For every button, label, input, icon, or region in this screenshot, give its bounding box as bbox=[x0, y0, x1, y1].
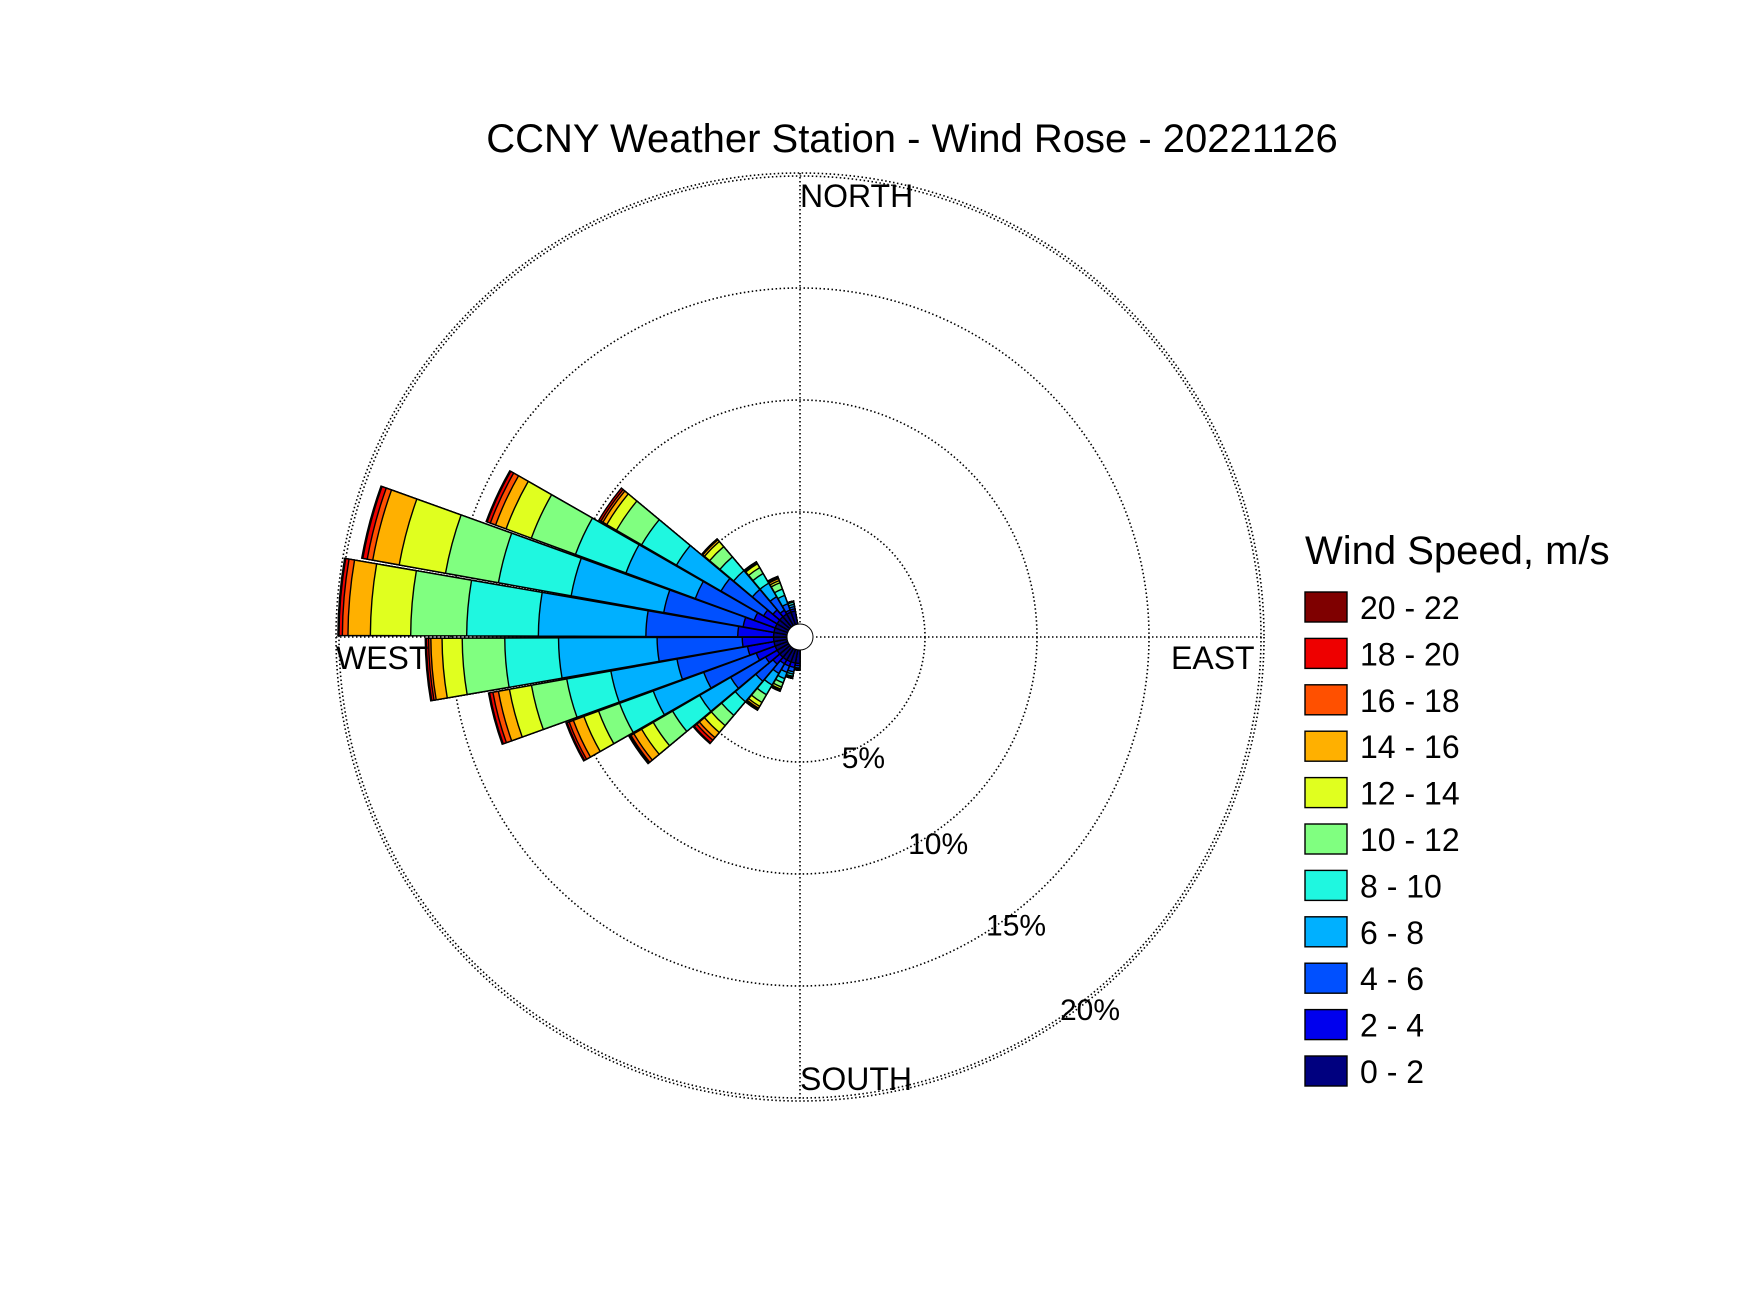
legend-swatch bbox=[1304, 823, 1348, 855]
direction-sector-225 bbox=[692, 644, 793, 745]
legend-label: 6 - 8 bbox=[1360, 915, 1424, 951]
direction-sector-295 bbox=[485, 469, 790, 634]
direction-sector-305 bbox=[598, 487, 791, 632]
legend-label: 2 - 4 bbox=[1360, 1008, 1424, 1044]
legend-swatch bbox=[1304, 1055, 1348, 1087]
east-label: EAST bbox=[1171, 640, 1255, 676]
direction-labels: NORTH EAST SOUTH WEST bbox=[336, 178, 1255, 1097]
legend-title: Wind Speed, m/s bbox=[1305, 529, 1610, 573]
south-label: SOUTH bbox=[800, 1061, 912, 1097]
legend-swatch bbox=[1304, 776, 1348, 809]
legend-swatch bbox=[1304, 684, 1348, 716]
legend-swatch bbox=[1304, 637, 1348, 670]
legend-swatch bbox=[1304, 730, 1348, 762]
direction-sector-315 bbox=[700, 537, 793, 630]
legend: Wind Speed, m/s 20 - 22 18 - 20 16 - 18 14 … bbox=[1304, 529, 1610, 1090]
legend-swatch bbox=[1304, 1008, 1348, 1041]
legend-items: 20 - 22 18 - 20 16 - 18 14 - 16 12 - 14 10 - … bbox=[1304, 590, 1460, 1090]
legend-label: 14 - 16 bbox=[1360, 729, 1460, 765]
radial-tick-label-10: 10% bbox=[908, 828, 968, 861]
direction-sector-215 bbox=[744, 646, 795, 712]
calm-hub bbox=[786, 623, 814, 651]
west-label: WEST bbox=[336, 640, 428, 676]
chart-title: CCNY Weather Station - Wind Rose - 20221… bbox=[486, 117, 1338, 161]
legend-swatch bbox=[1304, 869, 1348, 902]
legend-swatch bbox=[1304, 591, 1348, 623]
legend-label: 20 - 22 bbox=[1360, 590, 1460, 626]
direction-sector-245 bbox=[565, 640, 790, 762]
legend-swatch bbox=[1304, 962, 1348, 994]
direction-sector-265 bbox=[424, 636, 788, 702]
direction-sector-255 bbox=[487, 638, 789, 746]
legend-label: 18 - 20 bbox=[1360, 636, 1460, 672]
legend-label: 8 - 10 bbox=[1360, 868, 1442, 904]
north-label: NORTH bbox=[800, 178, 913, 214]
radial-tick-label-5: 5% bbox=[842, 742, 885, 775]
direction-sector-285 bbox=[360, 485, 789, 636]
legend-label: 12 - 14 bbox=[1360, 776, 1460, 812]
radial-tick-labels: 5% 10% 15% 20% bbox=[842, 742, 1120, 1027]
radial-tick-label-15: 15% bbox=[986, 910, 1046, 943]
legend-label: 4 - 6 bbox=[1360, 961, 1424, 997]
legend-label: 0 - 2 bbox=[1360, 1054, 1424, 1090]
direction-sector-275 bbox=[337, 557, 788, 638]
legend-label: 16 - 18 bbox=[1360, 683, 1460, 719]
wind-rose-wedges bbox=[337, 469, 814, 765]
radial-tick-label-20: 20% bbox=[1060, 994, 1120, 1027]
legend-label: 10 - 12 bbox=[1360, 822, 1460, 858]
legend-swatch bbox=[1304, 916, 1348, 948]
